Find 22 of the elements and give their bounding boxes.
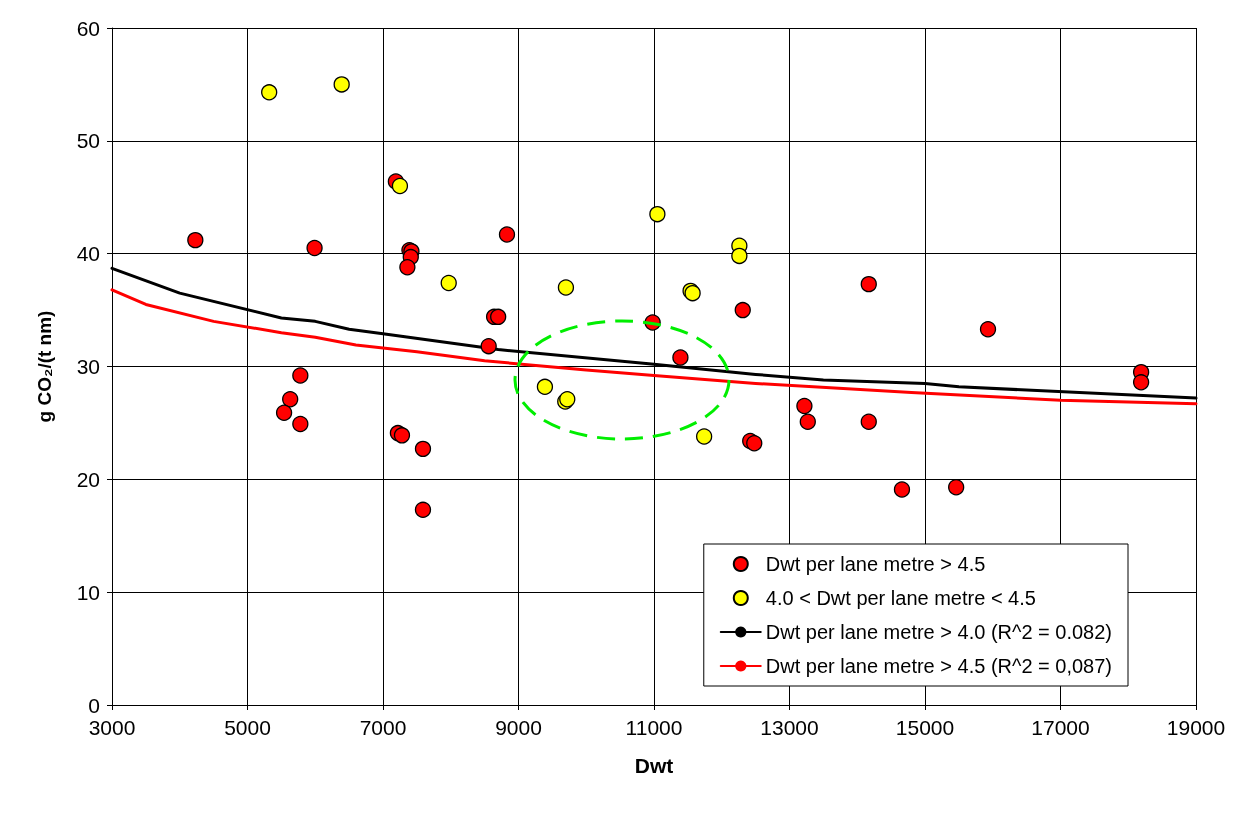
- legend-label: Dwt per lane metre > 4.0 (R^2 = 0.082): [765, 621, 1113, 643]
- x-tick-label: 9000: [495, 716, 542, 739]
- y-tick-label: 30: [76, 355, 100, 378]
- y-tick-label: 60: [76, 16, 100, 40]
- x-tick-label: 5000: [224, 716, 271, 739]
- x-tick-label: 15000: [895, 716, 955, 739]
- y-tick-label: 40: [76, 242, 100, 266]
- legend-label: Dwt per lane metre > 4.5 (R^2 = 0,087): [765, 655, 1113, 677]
- x-tick-label: 13000: [760, 716, 819, 739]
- y-tick-label: 20: [76, 467, 100, 491]
- legend-label: Dwt per lane metre > 4.5: [765, 553, 986, 575]
- x-tick-label: 17000: [1031, 716, 1090, 739]
- x-tick-label: 11000: [625, 716, 683, 739]
- x-tick-label: 19000: [1166, 716, 1226, 739]
- legend-label: 4.0 < Dwt per lane metre < 4.5: [765, 587, 1036, 609]
- y-tick-label: 0: [88, 693, 100, 717]
- y-axis-title: g CO₂/(t nm): [34, 310, 55, 423]
- x-tick-label: 7000: [359, 716, 407, 739]
- x-tick-label: 3000: [88, 716, 136, 739]
- y-tick-label: 10: [76, 580, 100, 604]
- x-axis-title: Dwt: [634, 754, 674, 777]
- y-tick-label: 50: [76, 129, 100, 153]
